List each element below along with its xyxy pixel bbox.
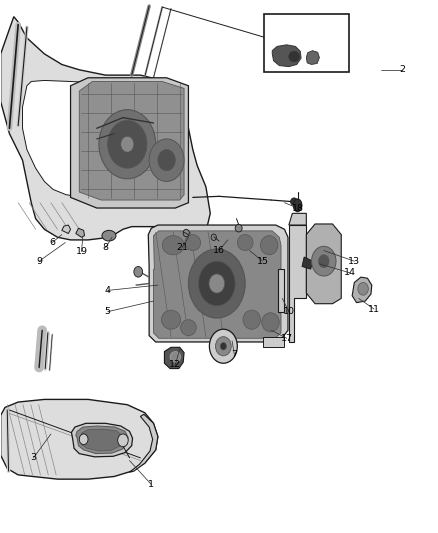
Ellipse shape bbox=[209, 274, 225, 293]
Ellipse shape bbox=[183, 229, 189, 237]
Ellipse shape bbox=[243, 310, 261, 329]
Ellipse shape bbox=[290, 198, 297, 205]
Text: 6: 6 bbox=[49, 238, 55, 247]
Polygon shape bbox=[1, 399, 158, 479]
Polygon shape bbox=[130, 414, 158, 472]
Ellipse shape bbox=[215, 337, 231, 356]
Ellipse shape bbox=[293, 199, 302, 212]
Polygon shape bbox=[22, 80, 188, 197]
Polygon shape bbox=[76, 228, 85, 237]
Polygon shape bbox=[272, 45, 301, 67]
Ellipse shape bbox=[211, 234, 216, 240]
Polygon shape bbox=[148, 225, 288, 342]
Polygon shape bbox=[302, 257, 313, 269]
Ellipse shape bbox=[185, 235, 201, 251]
Polygon shape bbox=[76, 426, 128, 454]
Text: 11: 11 bbox=[368, 304, 380, 313]
Text: 2: 2 bbox=[399, 66, 406, 74]
Ellipse shape bbox=[118, 434, 128, 447]
FancyBboxPatch shape bbox=[263, 337, 285, 348]
Text: 12: 12 bbox=[170, 360, 181, 369]
Polygon shape bbox=[79, 82, 184, 200]
Ellipse shape bbox=[318, 255, 329, 268]
Polygon shape bbox=[289, 225, 306, 342]
Polygon shape bbox=[71, 78, 188, 208]
Ellipse shape bbox=[108, 120, 147, 168]
Ellipse shape bbox=[180, 320, 196, 336]
Ellipse shape bbox=[262, 313, 279, 332]
Ellipse shape bbox=[209, 329, 237, 364]
Ellipse shape bbox=[79, 434, 88, 445]
Text: 15: 15 bbox=[257, 257, 268, 265]
Ellipse shape bbox=[311, 246, 336, 276]
Text: 13: 13 bbox=[348, 257, 360, 265]
Ellipse shape bbox=[261, 236, 278, 255]
Text: 8: 8 bbox=[102, 244, 109, 253]
Polygon shape bbox=[153, 231, 281, 338]
Ellipse shape bbox=[102, 230, 116, 241]
FancyBboxPatch shape bbox=[264, 14, 349, 72]
Text: 7: 7 bbox=[231, 350, 237, 359]
Ellipse shape bbox=[134, 266, 143, 277]
Text: 1: 1 bbox=[148, 480, 154, 489]
Polygon shape bbox=[306, 51, 319, 64]
Ellipse shape bbox=[188, 249, 245, 318]
Ellipse shape bbox=[235, 224, 242, 232]
Polygon shape bbox=[164, 348, 184, 368]
Polygon shape bbox=[289, 213, 306, 225]
Polygon shape bbox=[80, 429, 123, 451]
Text: 5: 5 bbox=[105, 307, 111, 316]
Polygon shape bbox=[62, 225, 71, 233]
Ellipse shape bbox=[220, 343, 226, 350]
Text: 16: 16 bbox=[213, 246, 225, 255]
Ellipse shape bbox=[170, 352, 180, 362]
Ellipse shape bbox=[198, 261, 235, 306]
Text: 21: 21 bbox=[176, 244, 188, 253]
Text: 17: 17 bbox=[281, 334, 293, 343]
Ellipse shape bbox=[289, 51, 299, 62]
Ellipse shape bbox=[161, 310, 180, 329]
Ellipse shape bbox=[237, 235, 253, 251]
Polygon shape bbox=[352, 277, 372, 303]
Text: 18: 18 bbox=[292, 204, 304, 213]
Text: 14: 14 bbox=[344, 269, 356, 277]
Ellipse shape bbox=[162, 236, 184, 255]
Polygon shape bbox=[306, 224, 341, 304]
Polygon shape bbox=[1, 17, 210, 240]
Text: 3: 3 bbox=[30, 454, 36, 463]
Ellipse shape bbox=[99, 110, 155, 179]
Ellipse shape bbox=[121, 136, 134, 152]
FancyBboxPatch shape bbox=[279, 269, 284, 312]
Polygon shape bbox=[71, 423, 133, 457]
Text: 9: 9 bbox=[36, 257, 42, 265]
Text: 19: 19 bbox=[75, 247, 88, 256]
Text: 10: 10 bbox=[283, 307, 295, 316]
Ellipse shape bbox=[158, 150, 175, 171]
Text: 4: 4 bbox=[105, 286, 111, 295]
Ellipse shape bbox=[358, 282, 368, 295]
Ellipse shape bbox=[149, 139, 184, 181]
